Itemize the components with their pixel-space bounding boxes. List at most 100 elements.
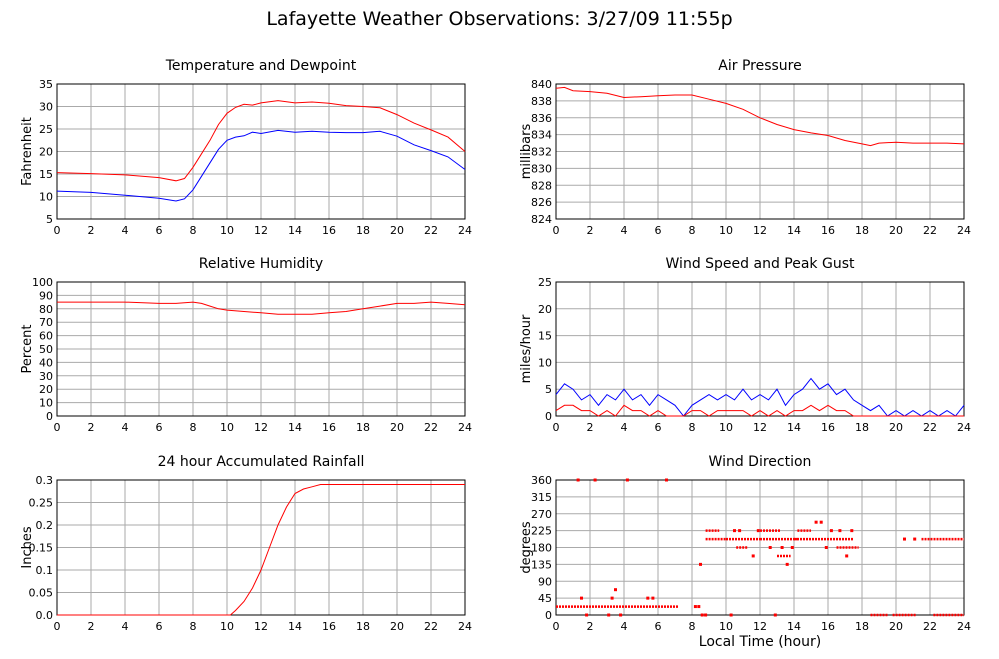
temp-x-tick-label: 8 — [190, 224, 197, 237]
direction-y-tick-label: 270 — [531, 508, 552, 521]
humidity-chart: 0 2 4 6 8 10 12 14 16 18 20 22 240102030405060708090… — [20, 256, 472, 434]
direction-y-tick-label: 315 — [531, 491, 552, 504]
direction-x-tick-label: 22 — [923, 620, 937, 633]
rain-x-tick-label: 14 — [288, 620, 302, 633]
pressure-x-tick-label: 2 — [587, 224, 594, 237]
wind-y-tick-label: 20 — [538, 303, 552, 316]
direction-point — [576, 478, 580, 482]
humidity-x-tick-label: 2 — [88, 421, 95, 434]
direction-point — [651, 596, 655, 600]
humidity-x-tick-label: 12 — [254, 421, 268, 434]
direction-point — [819, 520, 823, 524]
humidity-y-tick-label: 100 — [32, 276, 53, 289]
direction-point — [913, 537, 917, 541]
direction-x-tick-label: 18 — [855, 620, 869, 633]
pressure-series-line-0 — [555, 86, 965, 147]
humidity-series-line-0 — [57, 301, 466, 315]
direction-point — [773, 613, 777, 617]
direction-x-tick-label: 0 — [553, 620, 560, 633]
pressure-x-tick-label: 4 — [621, 224, 628, 237]
direction-y-tick-label: 180 — [531, 542, 552, 555]
wind-y-axis-label: miles/hour — [519, 314, 534, 383]
rain-x-tick-label: 12 — [254, 620, 268, 633]
wind-series-line-0 — [555, 377, 965, 417]
pressure-y-tick-label: 834 — [531, 129, 552, 142]
temp-x-tick-label: 12 — [254, 224, 268, 237]
wind-chart-title: Wind Speed and Peak Gust — [666, 256, 855, 272]
wind-y-tick-label: 15 — [538, 330, 552, 343]
pressure-x-tick-label: 10 — [719, 224, 733, 237]
pressure-x-tick-label: 20 — [889, 224, 903, 237]
temp-x-tick-label: 4 — [122, 224, 129, 237]
rain-x-tick-label: 16 — [322, 620, 336, 633]
direction-point — [585, 613, 589, 617]
temp-y-tick-label: 30 — [39, 101, 53, 114]
wind-x-tick-label: 14 — [787, 421, 801, 434]
humidity-y-tick-label: 40 — [39, 356, 53, 369]
humidity-x-tick-label: 10 — [220, 421, 234, 434]
direction-point — [780, 546, 784, 549]
humidity-y-tick-label: 50 — [39, 343, 53, 356]
humidity-x-tick-label: 16 — [322, 421, 336, 434]
direction-plot-frame — [555, 479, 965, 616]
direction-point — [665, 478, 668, 482]
wind-x-tick-label: 24 — [957, 421, 971, 434]
humidity-plot-frame — [56, 281, 466, 417]
pressure-x-tick-label: 18 — [855, 224, 869, 237]
temp-y-tick-label: 5 — [46, 213, 53, 226]
direction-point — [704, 613, 708, 617]
direction-point — [733, 529, 736, 533]
wind-x-tick-label: 16 — [821, 421, 835, 434]
rain-chart: 0 2 4 6 8 10 12 14 16 18 20 22 240.00.050.10.150.20.… — [20, 454, 472, 633]
temp-x-tick-label: 2 — [88, 224, 95, 237]
humidity-y-tick-label: 70 — [39, 316, 53, 329]
direction-y-tick-label: 225 — [531, 525, 552, 538]
temp-chart: 0 2 4 6 8 10 12 14 16 18 20 22 245101520253035Temper… — [20, 58, 472, 237]
temp-x-tick-label: 0 — [54, 224, 61, 237]
direction-y-tick-label: 90 — [538, 575, 552, 588]
direction-chart-title: Wind Direction — [709, 454, 812, 470]
pressure-x-tick-label: 12 — [753, 224, 767, 237]
wind-x-tick-label: 10 — [719, 421, 733, 434]
humidity-x-tick-label: 6 — [156, 421, 163, 434]
direction-point — [729, 613, 733, 617]
humidity-y-axis-label: Percent — [20, 325, 35, 374]
direction-point — [814, 520, 818, 524]
pressure-y-tick-label: 836 — [531, 112, 552, 125]
humidity-x-tick-label: 8 — [190, 421, 197, 434]
temp-y-tick-label: 10 — [39, 191, 53, 204]
wind-x-tick-label: 18 — [855, 421, 869, 434]
pressure-y-axis-label: millibars — [519, 124, 534, 180]
wind-x-tick-label: 22 — [923, 421, 937, 434]
wind-plot-frame — [555, 281, 965, 417]
pressure-chart-title: Air Pressure — [718, 58, 801, 74]
rain-x-tick-label: 6 — [156, 620, 163, 633]
direction-x-axis-label: Local Time (hour) — [698, 634, 822, 650]
pressure-y-tick-label: 824 — [531, 213, 552, 226]
temp-x-tick-label: 6 — [156, 224, 163, 237]
rain-y-tick-label: 0.15 — [29, 542, 54, 555]
wind-x-tick-label: 0 — [553, 421, 560, 434]
direction-x-tick-label: 6 — [655, 620, 662, 633]
rain-x-tick-label: 20 — [390, 620, 404, 633]
temp-y-tick-label: 35 — [39, 78, 53, 91]
direction-point — [619, 613, 623, 617]
rain-y-tick-label: 0.2 — [36, 519, 54, 532]
humidity-y-tick-label: 20 — [39, 383, 53, 396]
humidity-x-tick-label: 0 — [54, 421, 61, 434]
direction-y-axis-label: degrees — [519, 521, 534, 574]
direction-point — [838, 529, 842, 533]
pressure-y-tick-label: 830 — [531, 162, 552, 175]
pressure-x-tick-label: 6 — [655, 224, 662, 237]
direction-point — [756, 529, 760, 533]
rain-y-tick-label: 0.3 — [36, 474, 54, 487]
wind-y-tick-label: 10 — [538, 356, 552, 369]
humidity-y-tick-label: 0 — [46, 410, 53, 423]
wind-x-tick-label: 20 — [889, 421, 903, 434]
rain-plot-frame — [56, 479, 466, 616]
direction-point — [625, 478, 629, 482]
direction-point — [850, 529, 854, 533]
direction-x-tick-label: 14 — [787, 620, 801, 633]
direction-x-tick-label: 20 — [889, 620, 903, 633]
